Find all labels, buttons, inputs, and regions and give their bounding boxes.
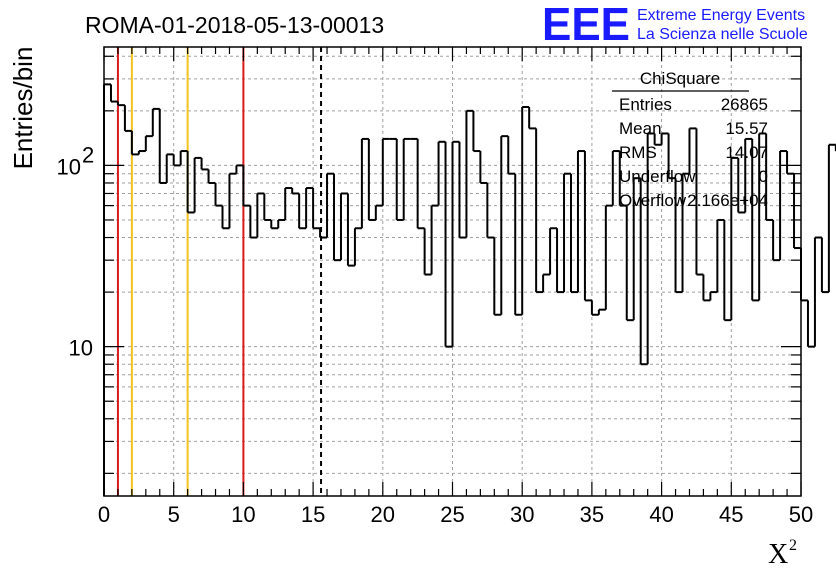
x-tick-label: 30 bbox=[510, 502, 534, 527]
eee-logo: EEE Extreme Energy Events La Scienza nel… bbox=[542, 0, 808, 50]
x-tick-label: 25 bbox=[440, 502, 464, 527]
stat-label-overflow: Overflow bbox=[619, 191, 687, 210]
x-tick-labels: 0 5 10 15 20 25 30 35 40 45 50 bbox=[98, 502, 813, 527]
logo-line-2: La Scienza nelle Scuole bbox=[637, 26, 808, 43]
logo-mark: EEE bbox=[542, 0, 630, 50]
stats-box: ChiSquare Entries 26865 Mean 15.57 RMS 1… bbox=[612, 69, 768, 210]
stat-label-rms: RMS bbox=[619, 143, 657, 162]
y-tick-label: 10 bbox=[69, 336, 93, 361]
stats-box-title: ChiSquare bbox=[640, 69, 720, 88]
axis-ticks bbox=[103, 47, 802, 496]
stat-value-mean: 15.57 bbox=[725, 119, 768, 138]
x-tick-label: 40 bbox=[649, 502, 673, 527]
stat-value-underflow: 0 bbox=[759, 167, 768, 186]
stat-value-rms: 14.07 bbox=[725, 143, 768, 162]
x-tick-label: 50 bbox=[789, 502, 813, 527]
x-axis-label-exponent: 2 bbox=[789, 537, 797, 554]
histogram-series bbox=[103, 83, 836, 496]
x-axis-label: X 2 bbox=[768, 537, 797, 570]
x-tick-label: 5 bbox=[168, 502, 180, 527]
x-tick-label: 20 bbox=[371, 502, 395, 527]
x-tick-label: 45 bbox=[719, 502, 743, 527]
stat-value-entries: 26865 bbox=[721, 95, 768, 114]
y-axis-label: Entries/bin bbox=[8, 47, 38, 170]
reference-lines bbox=[116, 47, 323, 496]
y-tick-label: 10 bbox=[57, 154, 81, 179]
x-axis-label-base: X bbox=[768, 539, 788, 570]
stat-value-overflow: 2.166e+04 bbox=[687, 191, 768, 210]
x-tick-label: 0 bbox=[98, 502, 110, 527]
y-tick-label-exponent: 2 bbox=[82, 142, 94, 167]
stat-label-mean: Mean bbox=[619, 119, 662, 138]
stat-label-underflow: Underflow bbox=[619, 167, 696, 186]
chart-title: ROMA-01-2018-05-13-00013 bbox=[85, 12, 384, 38]
logo-line-1: Extreme Energy Events bbox=[637, 7, 805, 24]
x-tick-label: 10 bbox=[231, 502, 255, 527]
x-tick-label: 15 bbox=[301, 502, 325, 527]
stat-label-entries: Entries bbox=[619, 95, 672, 114]
x-tick-label: 35 bbox=[580, 502, 604, 527]
